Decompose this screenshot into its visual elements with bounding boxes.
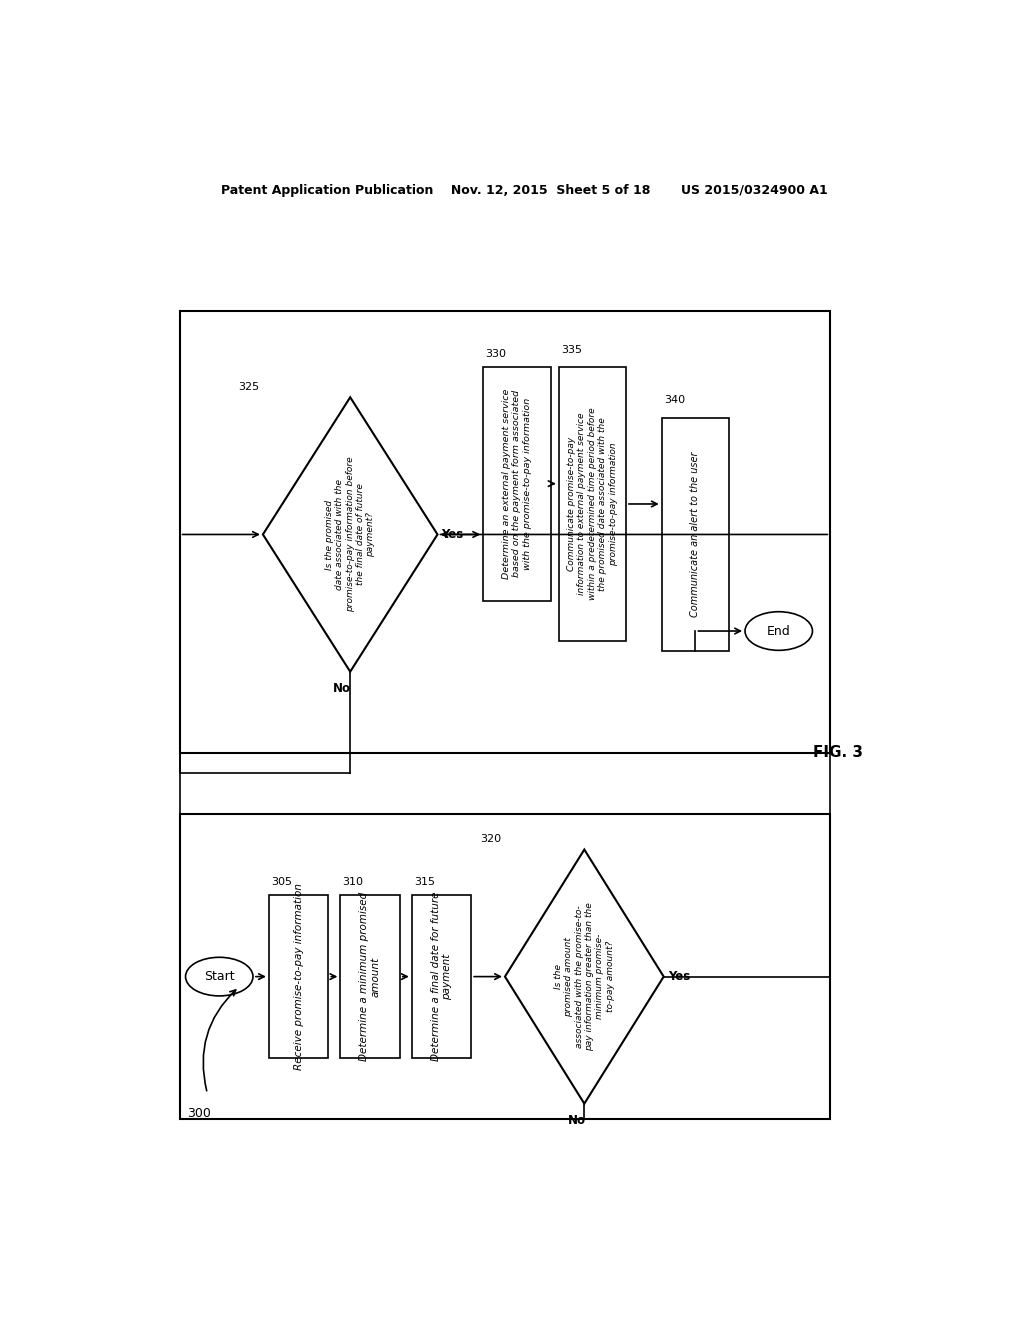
Text: Determine an external payment service
based on the payment form associated
with : Determine an external payment service ba… — [502, 388, 531, 579]
Ellipse shape — [185, 957, 253, 995]
Text: End: End — [767, 624, 791, 638]
Text: Communicate promise-to-pay
information to external payment service
within a pred: Communicate promise-to-pay information t… — [567, 408, 617, 601]
Bar — [179, 312, 830, 752]
Text: Determine a final date for future
payment: Determine a final date for future paymen… — [431, 892, 453, 1061]
Text: 330: 330 — [485, 348, 507, 359]
Text: Patent Application Publication    Nov. 12, 2015  Sheet 5 of 18       US 2015/032: Patent Application Publication Nov. 12, … — [221, 185, 828, 198]
Text: Yes: Yes — [668, 970, 690, 983]
Text: FIG. 3: FIG. 3 — [813, 746, 863, 760]
Text: Is the
promised amount
associated with the promise-to-
pay information greater t: Is the promised amount associated with t… — [554, 903, 614, 1051]
Text: Communicate an alert to the user: Communicate an alert to the user — [690, 451, 700, 618]
Text: No: No — [567, 1114, 586, 1127]
Polygon shape — [505, 850, 664, 1104]
Text: 305: 305 — [271, 878, 292, 887]
Bar — [558, 367, 626, 642]
Text: Is the promised
date associated with the
promise-to-pay information before
the f: Is the promised date associated with the… — [325, 457, 376, 612]
Text: 300: 300 — [187, 1107, 211, 1121]
Text: 310: 310 — [343, 878, 364, 887]
Bar — [662, 417, 729, 651]
Text: No: No — [333, 682, 351, 694]
Bar — [483, 367, 551, 601]
Bar — [179, 814, 830, 1119]
Text: Yes: Yes — [441, 528, 464, 541]
Bar — [269, 895, 329, 1057]
Text: 340: 340 — [665, 396, 685, 405]
Text: 335: 335 — [561, 345, 582, 355]
Text: Receive promise-to-pay information: Receive promise-to-pay information — [294, 883, 304, 1071]
Text: 320: 320 — [480, 834, 501, 845]
Text: Start: Start — [204, 970, 234, 983]
Bar — [340, 895, 399, 1057]
Ellipse shape — [745, 611, 812, 651]
Text: 315: 315 — [414, 878, 435, 887]
Polygon shape — [263, 397, 437, 672]
Bar — [412, 895, 471, 1057]
Text: 325: 325 — [238, 383, 259, 392]
Text: Determine a minimum promised
amount: Determine a minimum promised amount — [359, 892, 381, 1061]
